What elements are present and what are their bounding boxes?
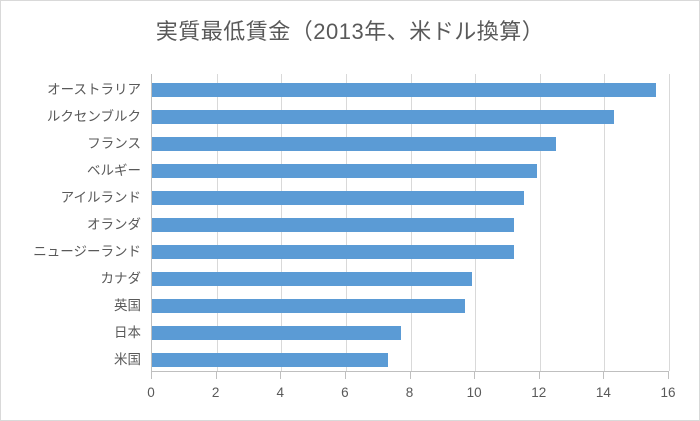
bar bbox=[152, 244, 514, 259]
category-label: アイルランド bbox=[60, 190, 141, 205]
chart-title: 実質最低賃金（2013年、米ドル換算） bbox=[155, 19, 545, 44]
category-label: ルクセンブルク bbox=[46, 109, 141, 124]
y-axis-category-labels: オーストラリア ルクセンブルクフランスベルギーアイルランドオランダニュージーランド… bbox=[1, 76, 141, 373]
bar-row bbox=[152, 319, 669, 346]
category-label: フランス bbox=[87, 136, 141, 151]
category-label: オランダ bbox=[87, 217, 141, 232]
category-label: ニュージーランド bbox=[33, 244, 141, 259]
x-tick-mark bbox=[215, 372, 217, 379]
x-tick-label: 6 bbox=[341, 385, 349, 400]
x-axis-tick-marks bbox=[151, 372, 669, 379]
bar bbox=[152, 136, 556, 151]
bar bbox=[152, 271, 472, 286]
x-tick-label: 10 bbox=[466, 385, 482, 400]
x-tick-label: 0 bbox=[147, 385, 155, 400]
bar bbox=[152, 109, 615, 124]
x-tick-mark bbox=[280, 372, 282, 379]
bar bbox=[152, 190, 524, 205]
category-label: 日本 bbox=[114, 325, 141, 340]
bar bbox=[152, 163, 537, 178]
bar-row bbox=[152, 76, 669, 103]
bars-container bbox=[152, 76, 669, 373]
plot-area bbox=[151, 74, 670, 373]
gridline bbox=[669, 74, 670, 371]
x-tick-mark bbox=[668, 372, 669, 379]
bar-row bbox=[152, 103, 669, 130]
x-axis-tick-labels: 0 2 4 6 8 10 12 14 16 bbox=[147, 385, 675, 403]
x-tick-mark bbox=[538, 372, 540, 379]
bar bbox=[152, 352, 388, 367]
bar-row bbox=[152, 130, 669, 157]
x-tick-mark bbox=[603, 372, 605, 379]
bar bbox=[152, 325, 401, 340]
x-tick-mark bbox=[344, 372, 346, 379]
x-tick-mark bbox=[409, 372, 411, 379]
x-tick-label: 2 bbox=[211, 385, 220, 400]
bar-row bbox=[152, 265, 669, 292]
bar bbox=[152, 217, 514, 232]
bar bbox=[152, 82, 657, 97]
x-tick-label: 16 bbox=[660, 385, 676, 400]
category-label: オーストラリア bbox=[47, 82, 141, 97]
x-tick-mark bbox=[151, 372, 152, 379]
bar-row bbox=[152, 157, 669, 184]
gridline bbox=[539, 74, 541, 371]
x-tick-mark bbox=[474, 372, 476, 379]
x-tick-label: 8 bbox=[405, 385, 414, 400]
bar-row bbox=[152, 238, 669, 265]
gridline bbox=[604, 74, 606, 371]
category-label: カナダ bbox=[100, 271, 142, 286]
category-label: 英国 bbox=[114, 298, 141, 313]
category-label: 米国 bbox=[114, 352, 141, 367]
bar-row bbox=[152, 346, 669, 373]
bar-row bbox=[152, 292, 669, 319]
category-label: ベルギー bbox=[87, 163, 141, 178]
x-tick-label: 4 bbox=[276, 385, 285, 400]
bar-row bbox=[152, 184, 669, 211]
bar bbox=[152, 298, 466, 313]
x-tick-label: 14 bbox=[595, 385, 611, 400]
bar-row bbox=[152, 211, 669, 238]
x-tick-label: 12 bbox=[531, 385, 547, 400]
